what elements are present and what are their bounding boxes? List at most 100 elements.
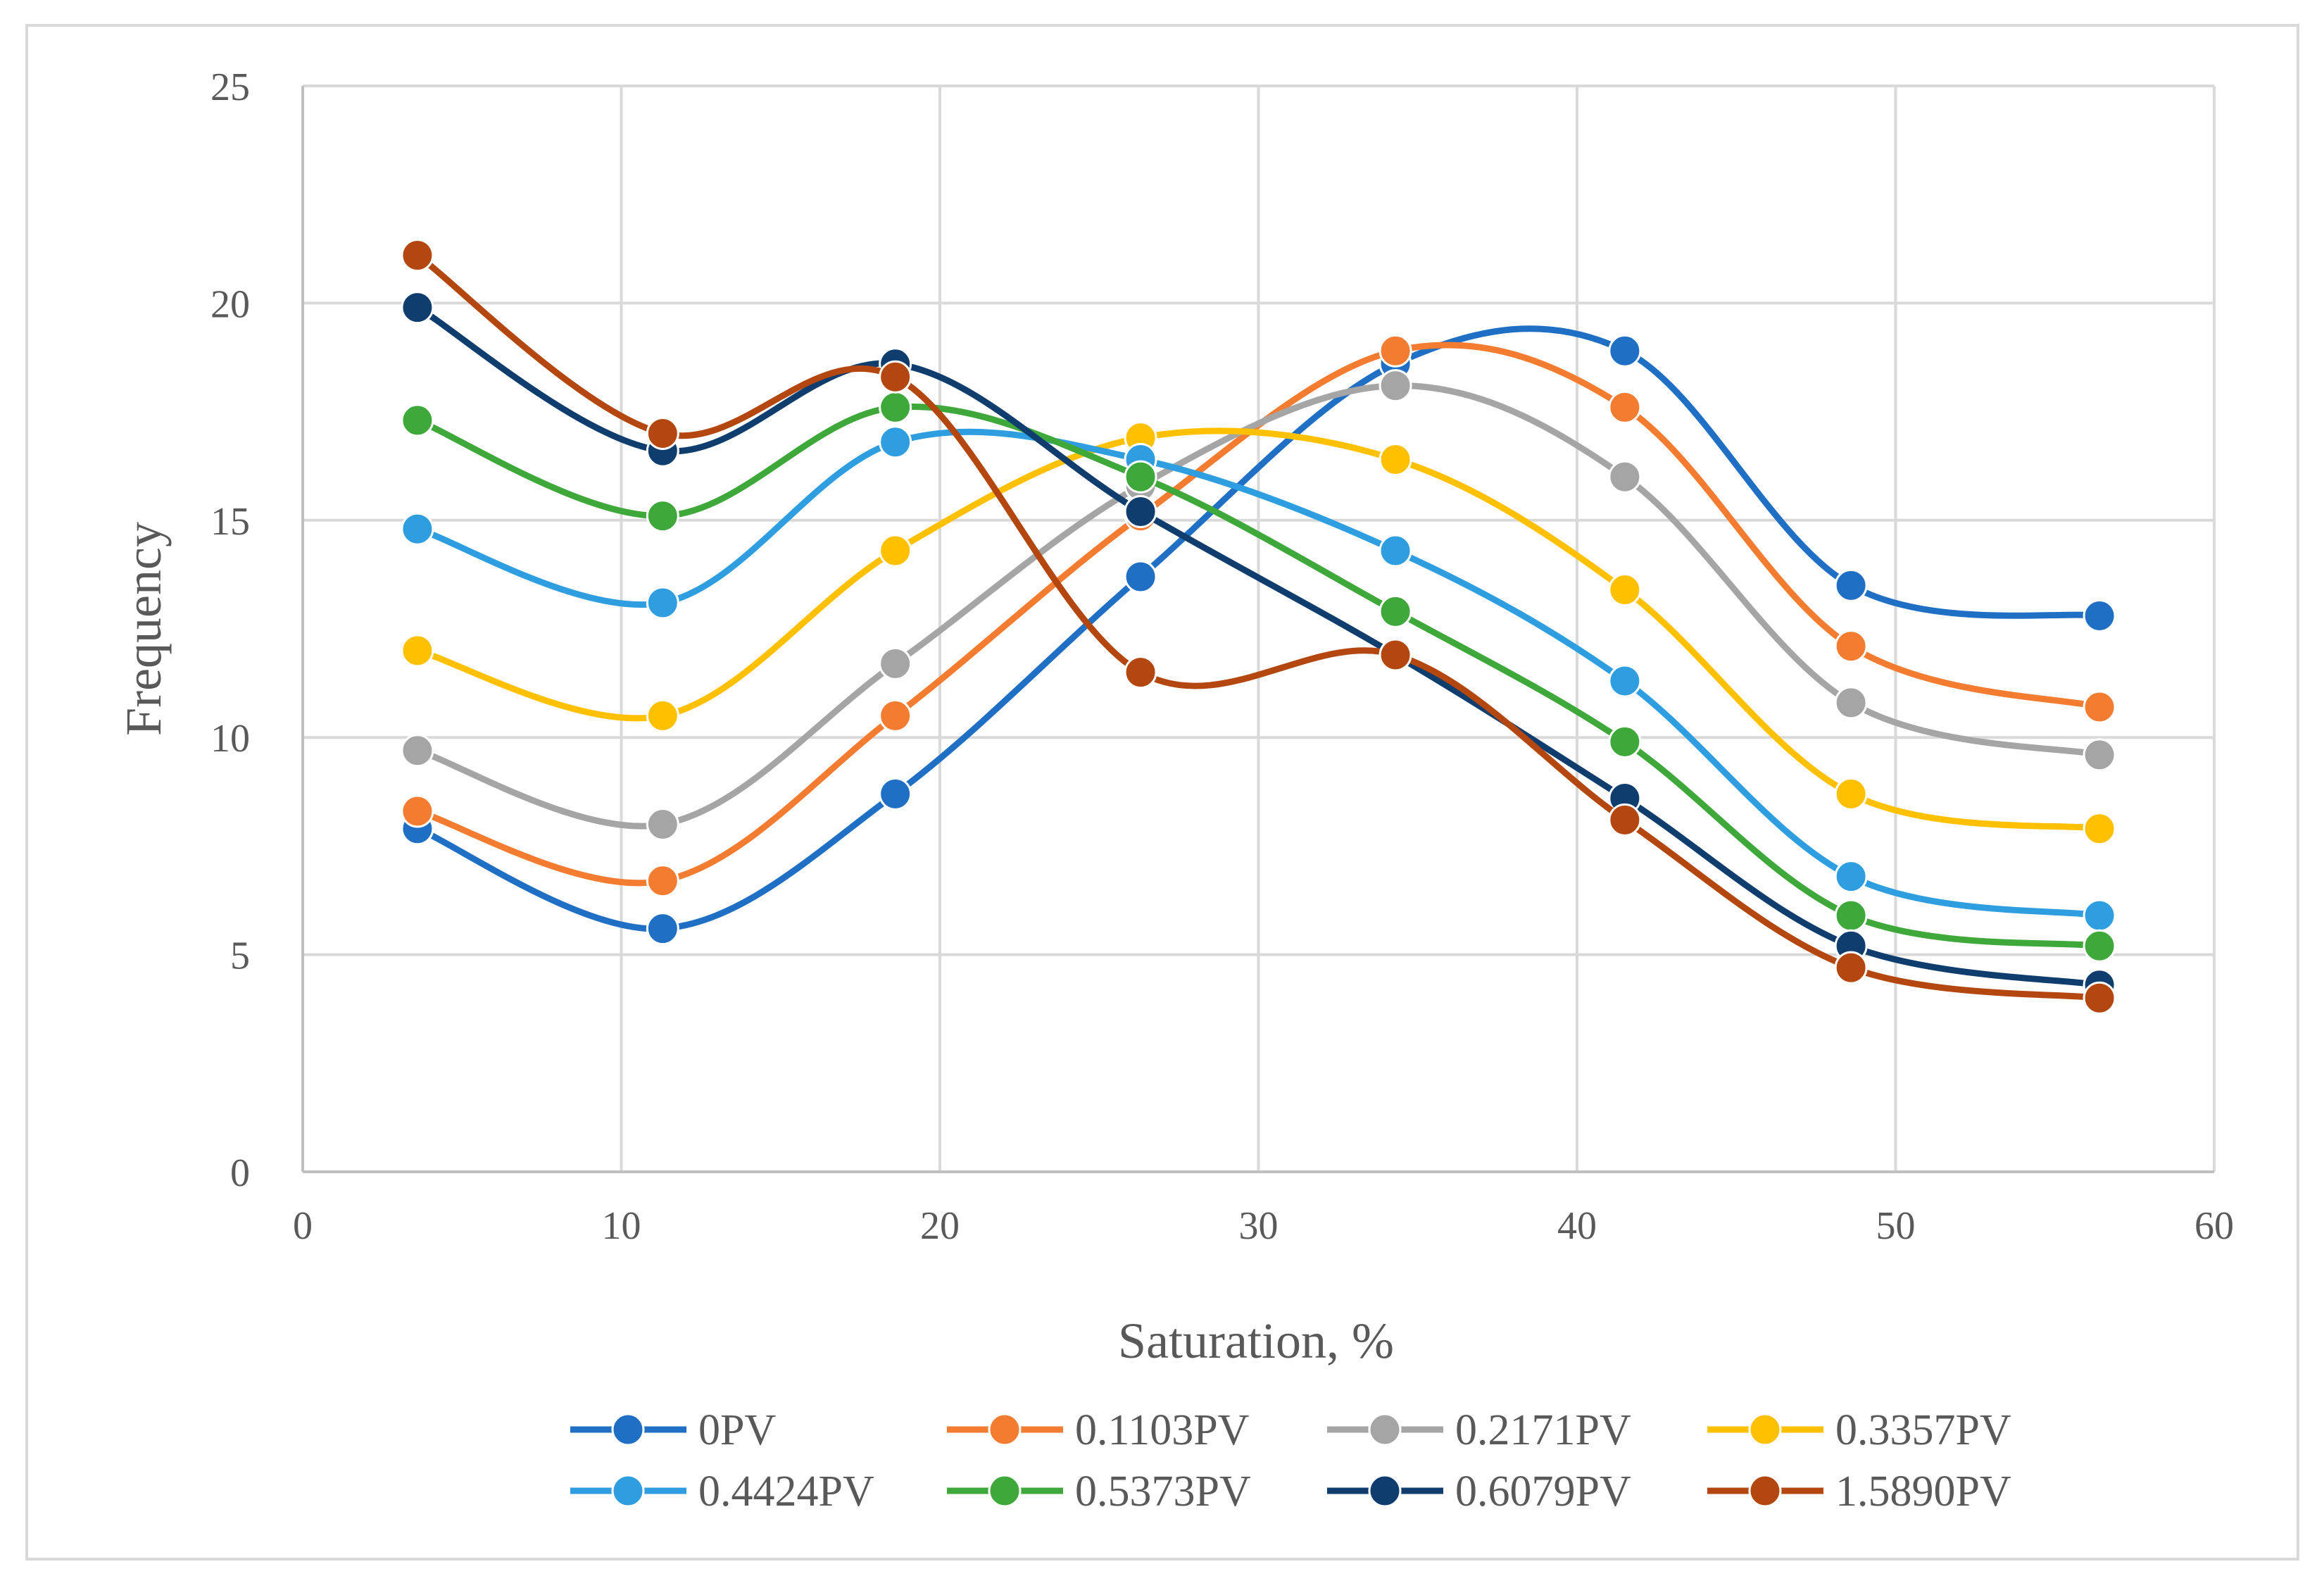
data-point[interactable] — [1124, 560, 1157, 594]
legend-item[interactable]: 0.5373PV — [947, 1468, 1251, 1515]
gridlines — [303, 85, 2216, 1172]
data-point[interactable] — [1834, 630, 1868, 663]
data-point[interactable] — [1834, 860, 1868, 894]
series-0.5373PV — [401, 390, 2116, 963]
data-point[interactable] — [1378, 594, 1412, 628]
x-axis-title: Saturation, % — [1118, 1313, 1394, 1369]
data-point[interactable] — [1834, 568, 1868, 602]
data-point[interactable] — [879, 390, 912, 424]
series-line — [414, 427, 2103, 832]
series-0.2171PV — [401, 369, 2116, 842]
data-point[interactable] — [401, 634, 434, 668]
data-point[interactable] — [401, 512, 434, 546]
data-point[interactable] — [1608, 460, 1642, 494]
data-point[interactable] — [1378, 442, 1412, 476]
legend-swatch-marker — [988, 1413, 1022, 1446]
x-tick-label: 20 — [920, 1204, 960, 1248]
legend-item[interactable]: 0.6079PV — [1327, 1468, 1631, 1515]
data-point[interactable] — [879, 360, 912, 394]
legend-label: 0.4424PV — [698, 1468, 874, 1515]
data-point[interactable] — [646, 586, 679, 620]
data-point[interactable] — [1608, 390, 1642, 424]
legend-label: 0.2171PV — [1455, 1406, 1631, 1454]
legend-item[interactable]: 0PV — [570, 1406, 776, 1454]
data-point[interactable] — [879, 646, 912, 680]
data-point[interactable] — [1834, 686, 1868, 720]
data-point[interactable] — [646, 416, 679, 450]
data-point[interactable] — [401, 404, 434, 437]
series-0.3357PV — [401, 421, 2116, 846]
data-point[interactable] — [2083, 812, 2116, 846]
data-point[interactable] — [646, 808, 679, 842]
data-point[interactable] — [646, 912, 679, 946]
legend-label: 0.6079PV — [1455, 1468, 1631, 1515]
y-tick-label: 5 — [230, 934, 250, 978]
data-point[interactable] — [1124, 460, 1157, 494]
data-point[interactable] — [2083, 899, 2116, 932]
data-point[interactable] — [1378, 534, 1412, 568]
data-point[interactable] — [646, 699, 679, 732]
data-point[interactable] — [1124, 656, 1157, 689]
legend-item[interactable]: 1.5890PV — [1707, 1468, 2011, 1515]
legend-label: 0.5373PV — [1075, 1468, 1251, 1515]
data-point[interactable] — [646, 499, 679, 533]
legend-label: 0.1103PV — [1075, 1406, 1250, 1454]
legend-label: 0PV — [698, 1406, 776, 1454]
legend-swatch-marker — [1748, 1474, 1782, 1508]
legend-swatch-marker — [1368, 1413, 1402, 1446]
x-tick-label: 10 — [602, 1204, 641, 1248]
legend-swatch-marker — [611, 1474, 645, 1508]
data-point[interactable] — [401, 734, 434, 768]
data-point[interactable] — [646, 864, 679, 898]
data-point[interactable] — [1834, 777, 1868, 811]
data-point[interactable] — [1608, 664, 1642, 698]
y-tick-label: 10 — [211, 717, 250, 761]
legend-swatch-marker — [1368, 1474, 1402, 1508]
chart-border — [25, 24, 2299, 1561]
data-point[interactable] — [1378, 638, 1412, 672]
series-0.4424PV — [401, 425, 2116, 932]
legend-swatch-marker — [1748, 1413, 1782, 1446]
legend-swatch-marker — [988, 1474, 1022, 1508]
data-point[interactable] — [879, 777, 912, 811]
data-point[interactable] — [1608, 725, 1642, 758]
data-point[interactable] — [879, 425, 912, 459]
data-point[interactable] — [2083, 690, 2116, 724]
x-tick-label: 40 — [1557, 1204, 1597, 1248]
x-tick-label: 50 — [1876, 1204, 1916, 1248]
data-point[interactable] — [2083, 981, 2116, 1015]
y-axis-title: Frequency — [115, 522, 172, 736]
data-point[interactable] — [1834, 951, 1868, 984]
data-point[interactable] — [2083, 599, 2116, 632]
y-tick-label: 20 — [211, 282, 250, 326]
axes — [301, 86, 2214, 1173]
data-point[interactable] — [2083, 738, 2116, 772]
series-line — [414, 428, 2103, 919]
series-lines — [401, 239, 2116, 1015]
data-point[interactable] — [1834, 899, 1868, 932]
data-point[interactable] — [1378, 334, 1412, 368]
data-point[interactable] — [1608, 573, 1642, 606]
y-tick-label: 0 — [230, 1151, 250, 1195]
x-tick-label: 0 — [293, 1204, 313, 1248]
series-line — [414, 325, 2103, 932]
legend-item[interactable]: 0.1103PV — [947, 1406, 1250, 1454]
legend-item[interactable]: 0.3357PV — [1707, 1406, 2011, 1454]
data-point[interactable] — [401, 239, 434, 273]
legend-item[interactable]: 0.4424PV — [570, 1468, 874, 1515]
legend[interactable]: 0PV 0.1103PV 0.2171PV 0.3357PV 0.4424PV 0.537… — [570, 1406, 2011, 1515]
data-point[interactable] — [1378, 369, 1412, 403]
data-point[interactable] — [1608, 803, 1642, 837]
data-point[interactable] — [2083, 929, 2116, 963]
data-point[interactable] — [1124, 494, 1157, 528]
data-point[interactable] — [401, 794, 434, 828]
data-point[interactable] — [879, 534, 912, 568]
data-point[interactable] — [879, 699, 912, 732]
legend-item[interactable]: 0.2171PV — [1327, 1406, 1631, 1454]
data-point[interactable] — [1608, 334, 1642, 368]
tick-labels: 0 10 20 30 40 50 60 0 5 10 15 20 25 — [211, 65, 2234, 1248]
data-point[interactable] — [401, 291, 434, 325]
series-line — [414, 252, 2103, 1001]
